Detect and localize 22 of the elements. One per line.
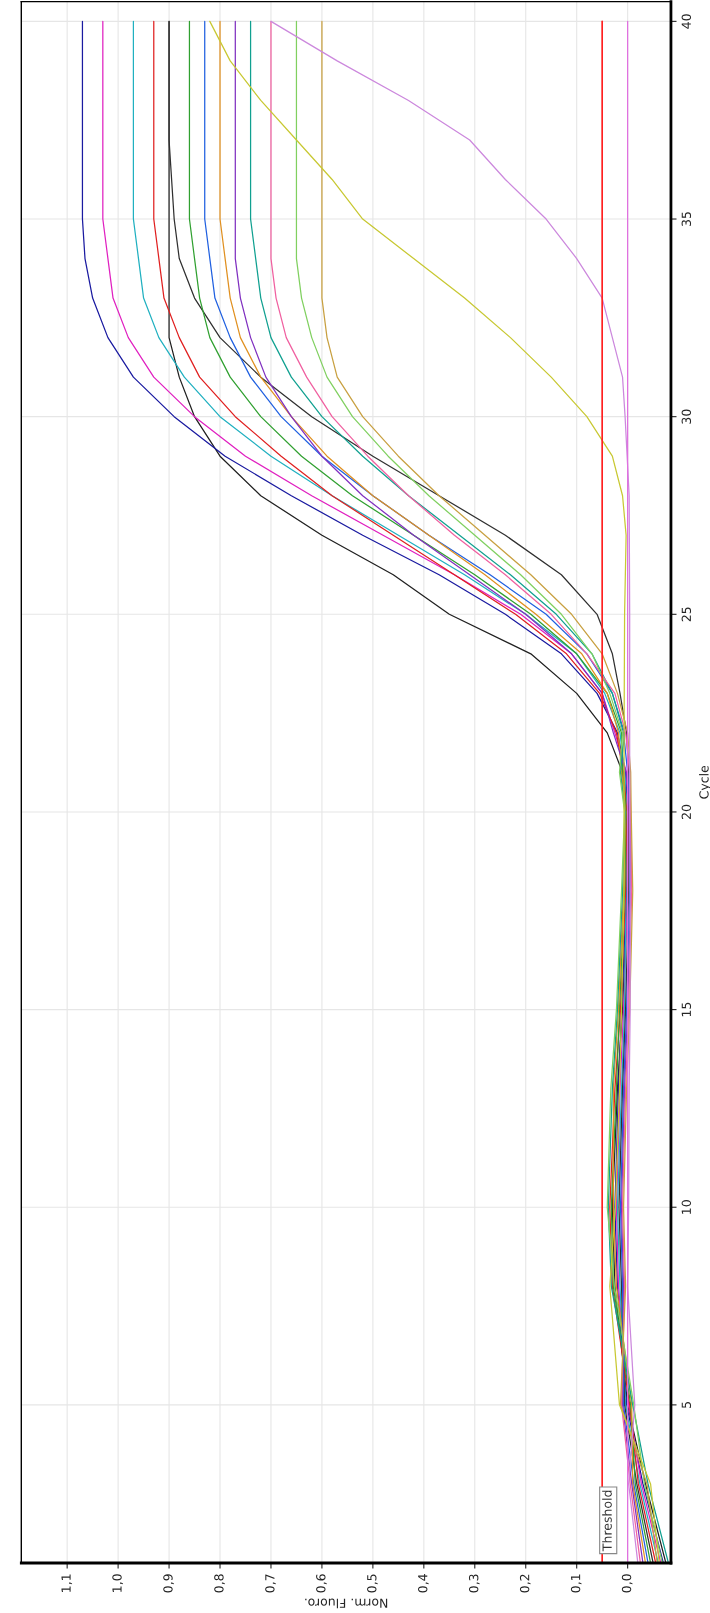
y-tick-label: 40 (681, 14, 692, 29)
x-tick-label: 0,1 (570, 1574, 582, 1593)
x-tick-label: 0,3 (468, 1574, 480, 1593)
y-tick-label: 25 (681, 607, 692, 622)
x-tick-label: 0,4 (418, 1574, 429, 1593)
x-tick-label: 1,1 (61, 1574, 73, 1592)
x-tick-label: 0,8 (214, 1574, 225, 1593)
x-tick-label: 1,0 (112, 1574, 124, 1592)
y-tick-label: 35 (681, 212, 692, 227)
x-tick-label: 0,0 (621, 1574, 633, 1593)
y-tick-label: 30 (681, 409, 692, 424)
y-tick-label: 5 (681, 1402, 692, 1408)
ref-line-label: Threshold (602, 1490, 612, 1552)
y-tick-label: 10 (681, 1200, 692, 1214)
x-tick-label: 0,6 (316, 1574, 327, 1593)
x-tick-label: 0,9 (163, 1574, 174, 1593)
x-axis-title: Norm. Fluoro. (305, 1598, 388, 1609)
x-tick-label: 0,2 (519, 1574, 531, 1593)
y-tick-label: 15 (681, 1002, 692, 1017)
y-tick-label: 20 (681, 804, 692, 819)
x-tick-label: 0,5 (367, 1574, 378, 1593)
x-tick-label: 0,7 (265, 1574, 276, 1593)
